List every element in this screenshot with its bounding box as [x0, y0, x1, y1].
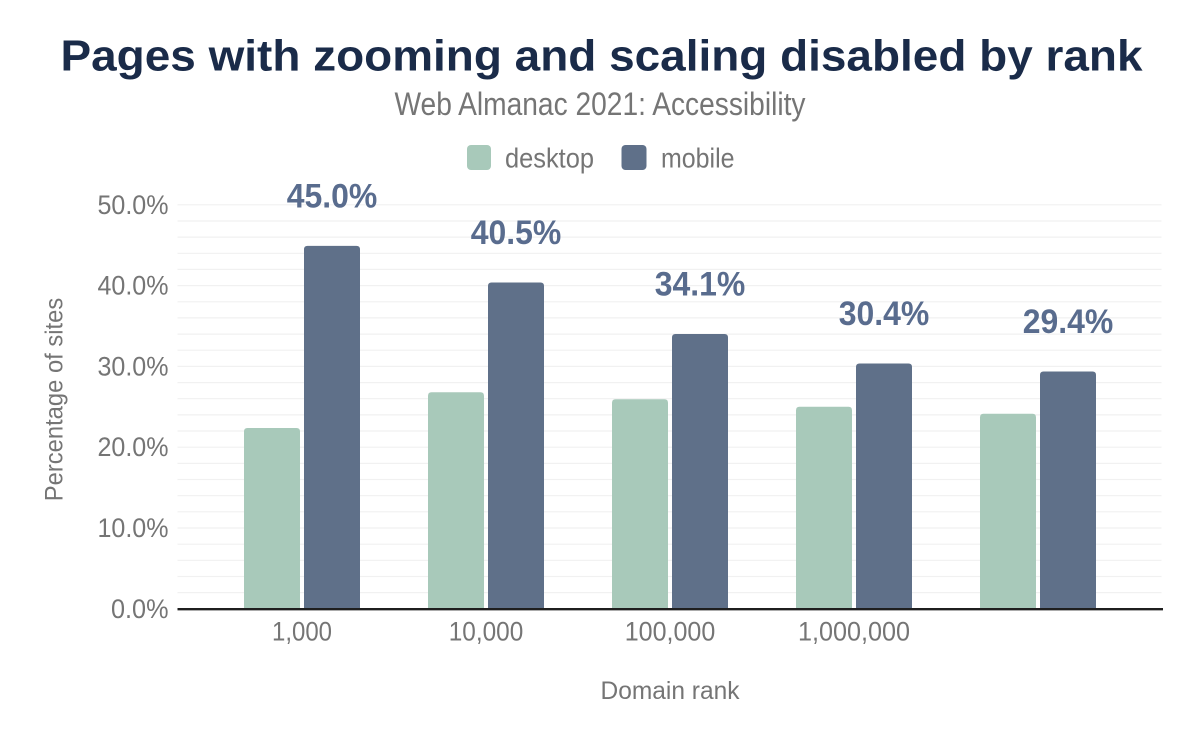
svg-text:40.5%: 40.5% — [471, 214, 562, 252]
svg-text:10.0%: 10.0% — [98, 513, 169, 543]
svg-text:29.4%: 29.4% — [1023, 303, 1114, 341]
svg-text:Pages with zooming and scaling: Pages with zooming and scaling disabled … — [61, 33, 1144, 81]
svg-text:45.0%: 45.0% — [287, 178, 378, 216]
svg-text:50.0%: 50.0% — [98, 190, 169, 220]
svg-text:1,000: 1,000 — [272, 617, 332, 647]
svg-text:10,000: 10,000 — [449, 617, 524, 647]
svg-text:40.0%: 40.0% — [98, 271, 169, 301]
svg-text:Domain rank: Domain rank — [601, 677, 740, 705]
svg-text:Percentage of sites: Percentage of sites — [40, 298, 68, 502]
svg-text:20.0%: 20.0% — [98, 432, 169, 462]
svg-text:mobile: mobile — [661, 142, 735, 173]
svg-text:34.1%: 34.1% — [655, 266, 746, 304]
svg-text:Web Almanac 2021: Accessibilit: Web Almanac 2021: Accessibility — [395, 86, 806, 122]
svg-text:30.0%: 30.0% — [98, 351, 169, 381]
svg-text:desktop: desktop — [505, 142, 594, 173]
svg-text:100,000: 100,000 — [625, 617, 716, 647]
svg-text:1,000,000: 1,000,000 — [798, 617, 910, 647]
svg-text:30.4%: 30.4% — [839, 295, 930, 333]
svg-text:0.0%: 0.0% — [111, 594, 169, 624]
